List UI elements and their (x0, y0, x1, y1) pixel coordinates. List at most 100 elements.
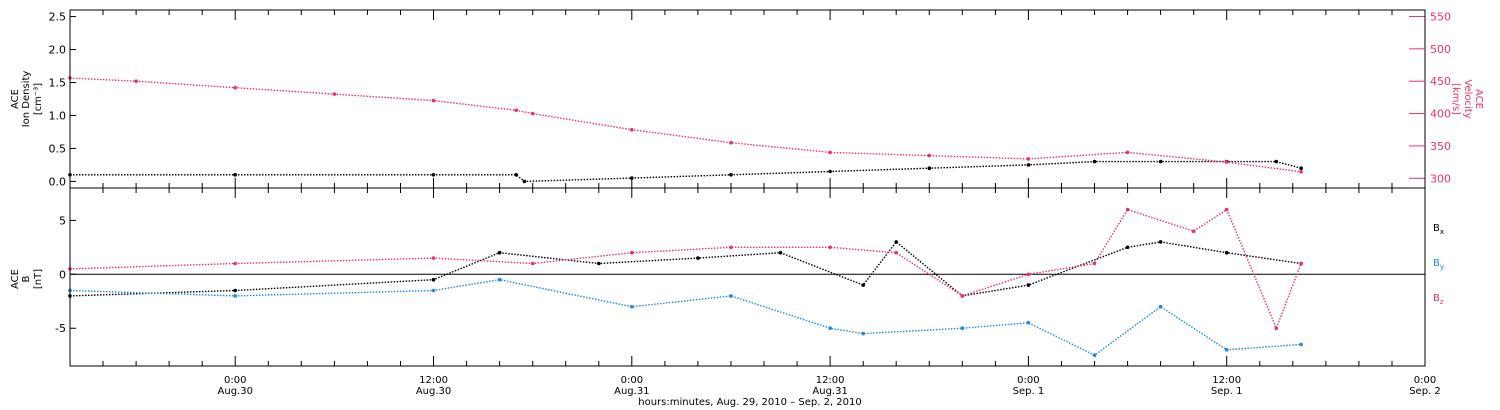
legend-bz: Bz (1433, 293, 1444, 306)
time-tick-label: 0:00 (1017, 375, 1039, 386)
series-1-point (514, 108, 518, 113)
series-1-point (1224, 160, 1229, 164)
legend-bz-label: Bz (1433, 293, 1444, 306)
B-y-point (233, 294, 237, 298)
B-x-point (894, 240, 898, 244)
legend-bx-label: Bx (1433, 223, 1444, 236)
series-1-series (68, 76, 1303, 174)
series-1-trace (69, 77, 1302, 173)
velocity-tick-label: 450 (1430, 75, 1451, 88)
B-z-series (68, 207, 1303, 331)
time-tick-label: 12:00 (816, 375, 845, 386)
B-z-point (630, 250, 634, 255)
B-x-trace (69, 240, 1302, 297)
series-1-point (233, 85, 237, 90)
B-y-point (828, 326, 832, 331)
B-y-point (1299, 342, 1303, 347)
B-z-point (828, 245, 832, 250)
bottom-plot-frame (69, 187, 1426, 367)
B-x-point (431, 277, 436, 282)
B-x-point (233, 288, 237, 293)
series-1-point (729, 140, 733, 145)
density-axis-ticks: 0.0 0.5 1.0 1.5 2.0 2.5 (49, 11, 76, 188)
velocity-tick-label: 400 (1430, 108, 1451, 121)
B-x-series (68, 240, 1303, 298)
series-0-point (927, 166, 932, 170)
series-0-point (1274, 159, 1279, 164)
legend-bz-sub: z (1440, 298, 1444, 306)
series-1-point (332, 92, 337, 96)
series-0-point (233, 173, 237, 177)
top-plot-frame (69, 9, 1426, 189)
B-y-point (861, 331, 865, 336)
legend-by-name: B (1433, 258, 1440, 269)
B-x-point (1125, 245, 1130, 250)
legend-bz-name: B (1433, 293, 1440, 304)
series-1-point (530, 111, 535, 116)
series-0-point (1026, 163, 1031, 167)
B-y-point (1158, 304, 1163, 309)
date-tick-label: Sep. 1 (1211, 386, 1243, 397)
series-0-point (729, 173, 733, 177)
date-tick-label: Aug.31 (614, 386, 649, 397)
density-velocity-panel: 0.0 0.5 1.0 1.5 2.0 2.5 300 350 400 450 500 550 AC… (10, 9, 1484, 189)
velocity-tick-label: 500 (1430, 43, 1451, 56)
date-tick-label: Aug.30 (416, 386, 451, 397)
density-tick-label: 2.5 (49, 11, 67, 24)
legend-bx: Bx (1433, 223, 1444, 236)
legend-bx-sub: x (1440, 228, 1444, 236)
series-0-point (1092, 159, 1097, 164)
magnetic-field-panel: -5 0 5 ACE B [nT] Bx By Bz (10, 187, 1444, 367)
B-y-point (1224, 348, 1229, 352)
series-0-point (1299, 166, 1303, 170)
B-z-point (431, 256, 436, 260)
B-x-point (497, 250, 502, 255)
series-0-trace (70, 160, 1302, 183)
density-axis-label-line-2: Ion Density (21, 71, 32, 128)
B-x-point (861, 283, 865, 287)
legend-by-label: By (1433, 258, 1444, 271)
B-z-point (530, 261, 535, 266)
B-y-point (729, 294, 733, 298)
time-tick-label: 0:00 (224, 375, 246, 386)
field-tick-label: 5 (59, 214, 66, 227)
B-x-point (1026, 283, 1031, 287)
series-1-point (828, 150, 832, 155)
series-1-point (1026, 157, 1031, 161)
velocity-axis-label-line-2: Velocity (1462, 79, 1473, 118)
legend-by: By (1433, 258, 1444, 271)
B-z-point (1026, 272, 1031, 277)
B-y-point (1092, 353, 1097, 358)
time-tick-label: 12:00 (419, 375, 448, 386)
density-tick-label: 2.0 (49, 44, 67, 57)
B-y-series (68, 277, 1303, 358)
series-1-point (431, 98, 436, 103)
time-axis: 0:00Aug.3012:00Aug.300:00Aug.3112:00Aug.… (69, 10, 1441, 397)
field-axis-label-line-1: ACE (10, 269, 21, 289)
velocity-tick-label: 300 (1430, 172, 1451, 185)
time-axis-title: hours:minutes, Aug. 29, 2010 – Sep. 2, 2… (638, 397, 861, 408)
field-axis-label-line-2: B (21, 275, 32, 282)
velocity-tick-label: 350 (1430, 140, 1451, 153)
B-y-point (497, 277, 502, 282)
B-x-point (778, 250, 783, 255)
B-y-point (431, 288, 436, 293)
B-z-point (1274, 326, 1279, 331)
time-tick-label: 12:00 (1212, 375, 1241, 386)
date-tick-label: Aug.30 (218, 386, 253, 397)
series-1-point (1299, 170, 1303, 174)
B-x-point (1224, 250, 1229, 255)
series-0-point (1158, 159, 1163, 164)
B-y-point (630, 304, 634, 309)
density-tick-label: 0.0 (49, 175, 67, 188)
time-tick-label: 0:00 (1414, 375, 1436, 386)
series-0-series (68, 159, 1303, 184)
density-tick-label: 1.0 (49, 109, 67, 122)
legend-by-sub: y (1440, 263, 1444, 271)
series-0-point (514, 173, 518, 177)
series-1-point (1125, 150, 1130, 155)
density-velocity-marks (68, 76, 1303, 184)
B-x-point (696, 256, 700, 260)
magnetic-field-marks (68, 207, 1303, 358)
